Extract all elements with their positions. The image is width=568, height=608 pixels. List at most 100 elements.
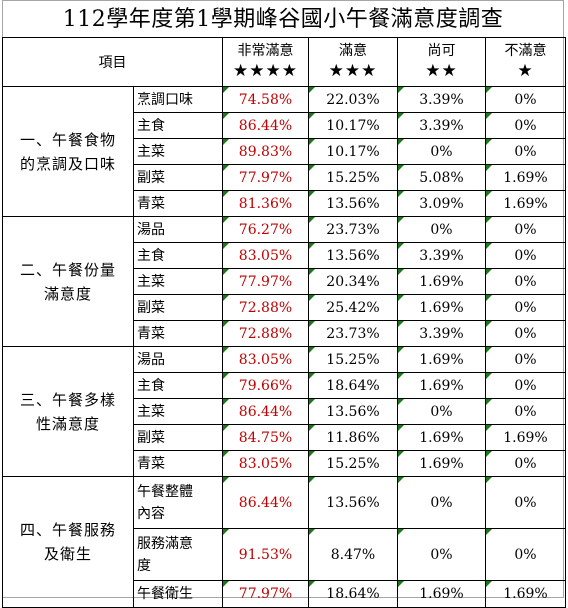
item-name: 主菜 [133, 398, 223, 425]
item-name-line: 午餐整體 [137, 483, 193, 500]
value-very-satisfied: 86.44% [222, 476, 309, 529]
value-acceptable: 1.69% [397, 372, 486, 399]
value-acceptable: 0% [397, 138, 486, 165]
group-label-4: 四、午餐服務 及衛生 [2, 476, 134, 608]
value-satisfied: 20.34% [308, 268, 398, 295]
value-satisfied: 15.25% [308, 346, 398, 373]
cell-marker-icon [309, 269, 315, 275]
cell-marker-icon [309, 165, 315, 171]
value-satisfied: 18.64% [308, 372, 398, 399]
cell-marker-icon [398, 87, 404, 93]
value-unsatisfied: 0% [485, 138, 566, 165]
cell-marker-icon [398, 373, 404, 379]
cell-marker-icon [486, 425, 492, 431]
cell-marker-icon [223, 217, 229, 223]
item-name: 青菜 [133, 320, 223, 347]
cell-marker-icon [486, 191, 492, 197]
cell-marker-icon [309, 347, 315, 353]
table-row: 主食 83.05% 13.56% 3.39% 0% [3, 242, 566, 269]
cell-marker-icon [486, 217, 492, 223]
cell-marker-icon [398, 191, 404, 197]
header-very-satisfied: 非常滿意 ★★★★ [222, 37, 309, 87]
cell-marker-icon [223, 139, 229, 145]
value-very-satisfied: 72.88% [222, 320, 309, 347]
item-name: 湯品 [133, 346, 223, 373]
one-star-icon: ★ [517, 61, 534, 81]
cell-marker-icon [223, 373, 229, 379]
value-satisfied: 25.42% [308, 294, 398, 321]
cell-marker-icon [223, 113, 229, 119]
cell-marker-icon [486, 269, 492, 275]
survey-body: 一、午餐食物 的烹調及口味 烹調口味 74.58% 22.03% 3.39% 0… [2, 86, 566, 608]
value-unsatisfied: 0% [485, 320, 566, 347]
cell-marker-icon [309, 581, 315, 587]
cell-marker-icon [398, 139, 404, 145]
cell-marker-icon [309, 529, 315, 535]
value-unsatisfied: 1.69% [485, 190, 566, 217]
value-acceptable: 1.69% [397, 346, 486, 373]
group-label-1: 一、午餐食物 的烹調及口味 [2, 86, 134, 217]
header-row: 項目 非常滿意 ★★★★ 滿意 ★★★ 尚可 ★★ 不滿意 ★ [2, 37, 566, 87]
value-unsatisfied: 1.69% [485, 580, 566, 608]
cell-marker-icon [309, 425, 315, 431]
group-label-line: 三、午餐多樣 [19, 390, 116, 409]
item-name: 副菜 [133, 164, 223, 191]
cell-marker-icon [309, 451, 315, 457]
header-acceptable-label: 尚可 [427, 43, 456, 59]
item-name: 青菜 [133, 190, 223, 217]
cell-marker-icon [223, 295, 229, 301]
header-very-satisfied-label: 非常滿意 [237, 43, 294, 59]
value-unsatisfied: 0% [485, 346, 566, 373]
value-acceptable: 0% [397, 476, 486, 529]
item-name: 服務滿意 度 [133, 528, 223, 581]
value-very-satisfied: 84.75% [222, 424, 309, 451]
value-very-satisfied: 77.97% [222, 164, 309, 191]
cell-marker-icon [223, 347, 229, 353]
cell-marker-icon [223, 477, 229, 483]
item-name: 主食 [133, 112, 223, 139]
item-name: 主食 [133, 242, 223, 269]
cell-marker-icon [223, 399, 229, 405]
header-unsatisfied: 不滿意 ★ [485, 37, 566, 87]
cell-marker-icon [398, 321, 404, 327]
table-row: 主菜 86.44% 13.56% 0% 0% [3, 398, 566, 425]
cell-marker-icon [398, 581, 404, 587]
cell-marker-icon [398, 113, 404, 119]
cell-marker-icon [486, 581, 492, 587]
table-row: 青菜 72.88% 23.73% 3.39% 0% [3, 320, 566, 347]
cell-marker-icon [309, 87, 315, 93]
value-satisfied: 13.56% [308, 190, 398, 217]
item-name: 副菜 [133, 424, 223, 451]
value-satisfied: 13.56% [308, 242, 398, 269]
value-very-satisfied: 83.05% [222, 242, 309, 269]
cell-marker-icon [309, 217, 315, 223]
group-label-line: 性滿意度 [35, 414, 100, 433]
value-very-satisfied: 77.97% [222, 580, 309, 608]
header-unsatisfied-label: 不滿意 [504, 43, 547, 59]
item-name-line: 服務滿意 [137, 535, 193, 552]
cell-marker-icon [223, 191, 229, 197]
cell-marker-icon [309, 243, 315, 249]
header-acceptable: 尚可 ★★ [397, 37, 486, 87]
cell-marker-icon [486, 243, 492, 249]
table-row: 主食 79.66% 18.64% 1.69% 0% [3, 372, 566, 399]
table-row: 主食 86.44% 10.17% 3.39% 0% [3, 112, 566, 139]
value-unsatisfied: 0% [485, 398, 566, 425]
value-very-satisfied: 86.44% [222, 112, 309, 139]
value-very-satisfied: 74.58% [222, 86, 309, 113]
value-unsatisfied: 0% [485, 86, 566, 113]
value-unsatisfied: 0% [485, 242, 566, 269]
value-acceptable: 5.08% [397, 164, 486, 191]
cell-marker-icon [398, 451, 404, 457]
table-row: 三、午餐多樣 性滿意度 湯品 83.05% 15.25% 1.69% 0% [2, 346, 566, 477]
value-very-satisfied: 83.05% [222, 450, 309, 477]
cell-marker-icon [398, 425, 404, 431]
cell-marker-icon [486, 451, 492, 457]
cell-marker-icon [486, 165, 492, 171]
value-very-satisfied: 72.88% [222, 294, 309, 321]
item-name: 主菜 [133, 138, 223, 165]
table-row: 一、午餐食物 的烹調及口味 烹調口味 74.58% 22.03% 3.39% 0… [2, 86, 566, 217]
value-acceptable: 1.69% [397, 424, 486, 451]
group-label-2: 二、午餐份量 滿意度 [2, 216, 134, 347]
value-satisfied: 18.64% [308, 580, 398, 608]
